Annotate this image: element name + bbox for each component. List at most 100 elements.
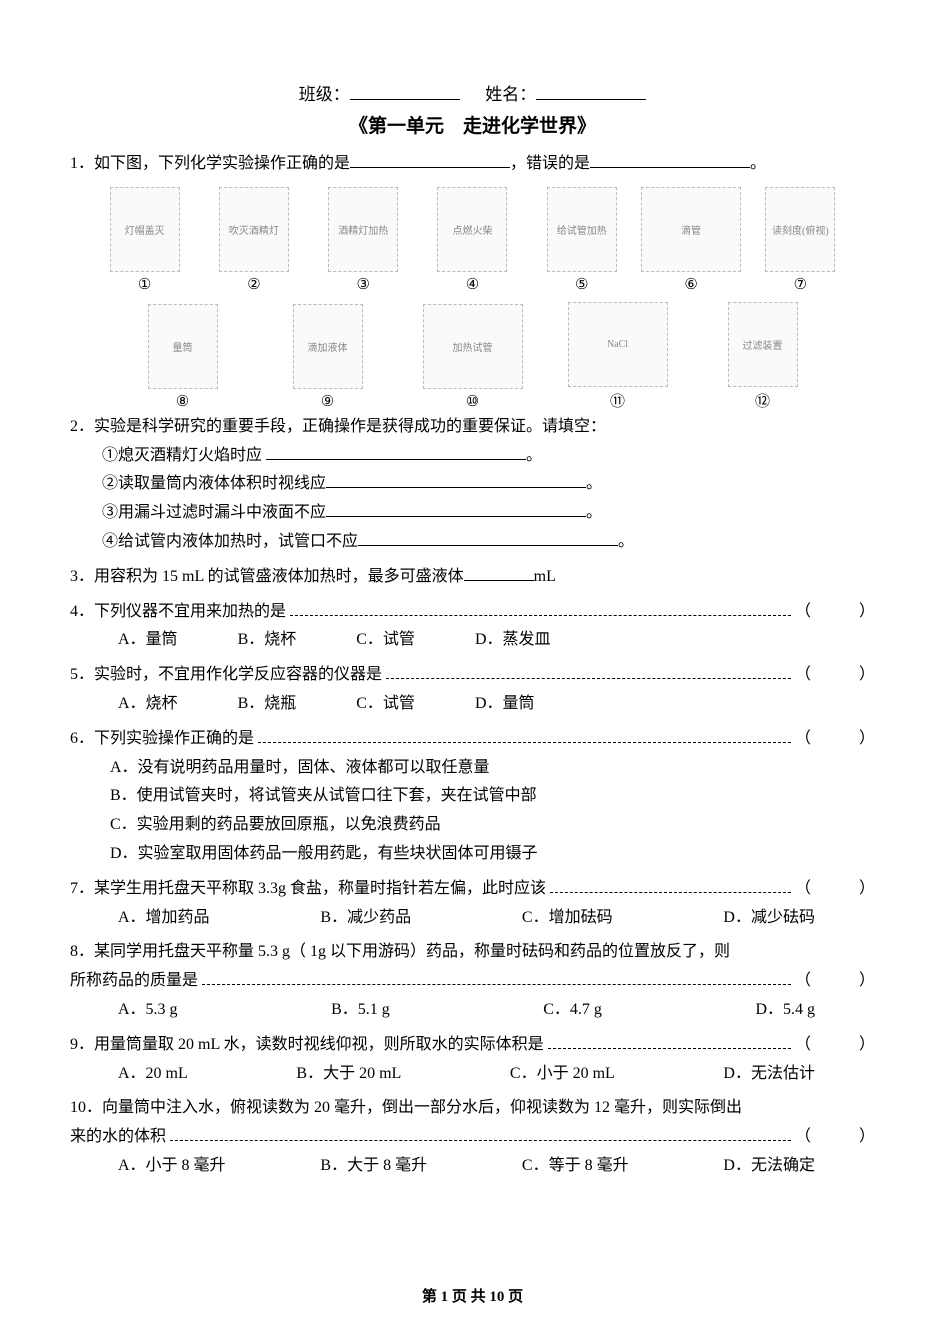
- opt-a[interactable]: A．5.3 g: [118, 996, 178, 1025]
- q1-img-6: 滴管 ⑥: [636, 187, 745, 294]
- question-5: 5．实验时，不宜用作化学反应容器的仪器是 （ ） A．烧杯 B．烧瓶 C．试管 …: [70, 661, 875, 719]
- apparatus-icon: 滴管: [641, 187, 741, 272]
- answer-paren[interactable]: （ ）: [795, 661, 875, 690]
- page-footer: 第 1 页 共 10 页: [0, 1285, 945, 1306]
- opt-c[interactable]: C．试管: [356, 690, 415, 719]
- opt-a[interactable]: A．没有说明药品用量时，固体、液体都可以取任意量: [70, 754, 875, 783]
- opt-a[interactable]: A．20 mL: [118, 1060, 188, 1089]
- q2-stem: 2．实验是科学研究的重要手段，正确操作是获得成功的重要保证。请填空：: [70, 413, 875, 442]
- opt-d[interactable]: D．无法确定: [723, 1152, 815, 1181]
- question-1: 1．如下图，下列化学实验操作正确的是 ，错误的是 。: [70, 150, 875, 179]
- answer-paren[interactable]: （ ）: [795, 875, 875, 904]
- q1-img-7: 读刻度(俯视) ⑦: [746, 187, 855, 294]
- q6-stem: 6．下列实验操作正确的是: [70, 725, 254, 754]
- q4-stem: 4．下列仪器不宜用来加热的是: [70, 598, 286, 627]
- q8-options: A．5.3 g B．5.1 g C．4.7 g D．5.4 g: [70, 996, 875, 1025]
- opt-d[interactable]: D．5.4 g: [755, 996, 815, 1025]
- q1-stem-b: ，错误的是: [510, 155, 590, 172]
- opt-b[interactable]: B．大于 20 mL: [296, 1060, 401, 1089]
- q1-img-3: 酒精灯加热③: [309, 187, 418, 294]
- page-title: 《第一单元 走进化学世界》: [70, 111, 875, 138]
- q5-options: A．烧杯 B．烧瓶 C．试管 D．量筒: [70, 690, 875, 719]
- img-label: ②: [247, 275, 260, 294]
- opt-b[interactable]: B．使用试管夹时，将试管夹从试管口往下套，夹在试管中部: [70, 782, 875, 811]
- q1-images-row2: 量筒⑧ 滴加液体⑨ 加热试管⑩ NaCl⑪ 过滤装置⑫: [110, 302, 835, 411]
- opt-d[interactable]: D．减少砝码: [723, 904, 815, 933]
- opt-d[interactable]: D．无法估计: [723, 1060, 815, 1089]
- opt-a[interactable]: A．小于 8 毫升: [118, 1152, 226, 1181]
- question-8: 8．某同学用托盘天平称量 5.3 g（ 1g 以下用游码）药品，称量时砝码和药品…: [70, 938, 875, 1024]
- q1-blank-wrong[interactable]: [590, 152, 750, 168]
- q1-img-10: 加热试管 ⑩: [400, 304, 545, 411]
- apparatus-icon: 读刻度(俯视): [765, 187, 835, 272]
- dash-fill: [548, 1038, 791, 1049]
- q3-blank[interactable]: [464, 565, 534, 581]
- apparatus-icon: 量筒: [148, 304, 218, 389]
- dash-fill: [386, 668, 791, 679]
- q2-sub4: ④给试管内液体加热时，试管口不应。: [70, 528, 875, 557]
- opt-d[interactable]: D．量筒: [475, 690, 535, 719]
- img-label: ④: [466, 275, 479, 294]
- header-fields: 班级： 姓名：: [70, 80, 875, 105]
- img-label: ⑩: [466, 392, 479, 411]
- q1-img-5: 给试管加热⑤: [527, 187, 636, 294]
- answer-paren[interactable]: （ ）: [795, 967, 875, 996]
- apparatus-icon: NaCl: [568, 302, 668, 387]
- apparatus-icon: 加热试管: [423, 304, 523, 389]
- opt-c[interactable]: C．4.7 g: [543, 996, 602, 1025]
- opt-c[interactable]: C．等于 8 毫升: [522, 1152, 629, 1181]
- img-label: ⑪: [610, 390, 625, 411]
- question-6: 6．下列实验操作正确的是 （ ） A．没有说明药品用量时，固体、液体都可以取任意…: [70, 725, 875, 869]
- q1-stem-c: 。: [750, 155, 766, 172]
- answer-paren[interactable]: （ ）: [795, 1123, 875, 1152]
- opt-d[interactable]: D．蒸发皿: [475, 626, 551, 655]
- question-3: 3．用容积为 15 mL 的试管盛液体加热时，最多可盛液体mL: [70, 563, 875, 592]
- q7-options: A．增加药品 B．减少药品 C．增加砝码 D．减少砝码: [70, 904, 875, 933]
- opt-b[interactable]: B．烧瓶: [238, 690, 297, 719]
- name-blank[interactable]: [536, 83, 646, 100]
- img-label: ⑦: [794, 275, 807, 294]
- opt-c[interactable]: C．试管: [356, 626, 415, 655]
- q1-img-2: 吹灭酒精灯②: [199, 187, 308, 294]
- q1-stem-a: 1．如下图，下列化学实验操作正确的是: [70, 155, 350, 172]
- q1-img-12: 过滤装置⑫: [690, 302, 835, 411]
- q2-blank-4[interactable]: [358, 530, 618, 546]
- img-label: ⑥: [684, 275, 697, 294]
- opt-b[interactable]: B．大于 8 毫升: [320, 1152, 427, 1181]
- opt-a[interactable]: A．烧杯: [118, 690, 178, 719]
- q2-blank-2[interactable]: [326, 472, 586, 488]
- img-label: ①: [138, 275, 151, 294]
- answer-paren[interactable]: （ ）: [795, 1031, 875, 1060]
- opt-d[interactable]: D．实验室取用固体药品一般用药匙，有些块状固体可用镊子: [70, 840, 875, 869]
- q10-stem1: 10．向量筒中注入水，俯视读数为 20 毫升，倒出一部分水后，仰视读数为 12 …: [70, 1094, 875, 1123]
- total-pages: 10: [489, 1289, 504, 1305]
- q1-images-row1: 灯帽盖灭① 吹灭酒精灯② 酒精灯加热③ 点燃火柴④ 给试管加热⑤ 滴管 ⑥ 读刻度…: [90, 187, 855, 294]
- dash-fill: [258, 732, 791, 743]
- answer-paren[interactable]: （ ）: [795, 725, 875, 754]
- opt-a[interactable]: A．增加药品: [118, 904, 210, 933]
- q1-img-4: 点燃火柴④: [418, 187, 527, 294]
- opt-c[interactable]: C．增加砝码: [522, 904, 613, 933]
- q1-blank-correct[interactable]: [350, 152, 510, 168]
- opt-a[interactable]: A．量筒: [118, 626, 178, 655]
- q9-options: A．20 mL B．大于 20 mL C．小于 20 mL D．无法估计: [70, 1060, 875, 1089]
- q5-stem: 5．实验时，不宜用作化学反应容器的仪器是: [70, 661, 382, 690]
- opt-b[interactable]: B．5.1 g: [331, 996, 390, 1025]
- opt-c[interactable]: C．实验用剩的药品要放回原瓶，以免浪费药品: [70, 811, 875, 840]
- opt-b[interactable]: B．减少药品: [320, 904, 411, 933]
- class-blank[interactable]: [350, 83, 460, 100]
- q3-stem-a: 3．用容积为 15 mL 的试管盛液体加热时，最多可盛液体: [70, 568, 464, 585]
- opt-b[interactable]: B．烧杯: [238, 626, 297, 655]
- name-label: 姓名：: [485, 85, 536, 104]
- q2-blank-1[interactable]: [266, 444, 526, 460]
- dash-fill: [290, 604, 791, 615]
- q1-img-1: 灯帽盖灭①: [90, 187, 199, 294]
- img-label: ⑨: [321, 392, 334, 411]
- question-9: 9．用量筒量取 20 mL 水，读数时视线仰视，则所取水的实际体积是 （ ） A…: [70, 1031, 875, 1089]
- question-2: 2．实验是科学研究的重要手段，正确操作是获得成功的重要保证。请填空： ①熄灭酒精…: [70, 413, 875, 557]
- q2-blank-3[interactable]: [326, 501, 586, 517]
- opt-c[interactable]: C．小于 20 mL: [510, 1060, 615, 1089]
- question-10: 10．向量筒中注入水，俯视读数为 20 毫升，倒出一部分水后，仰视读数为 12 …: [70, 1094, 875, 1180]
- q1-img-11: NaCl ⑪: [545, 302, 690, 411]
- answer-paren[interactable]: （ ）: [795, 598, 875, 627]
